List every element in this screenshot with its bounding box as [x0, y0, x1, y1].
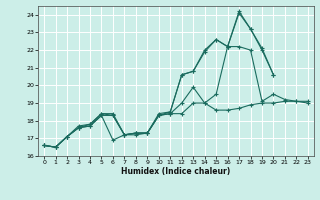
X-axis label: Humidex (Indice chaleur): Humidex (Indice chaleur)	[121, 167, 231, 176]
